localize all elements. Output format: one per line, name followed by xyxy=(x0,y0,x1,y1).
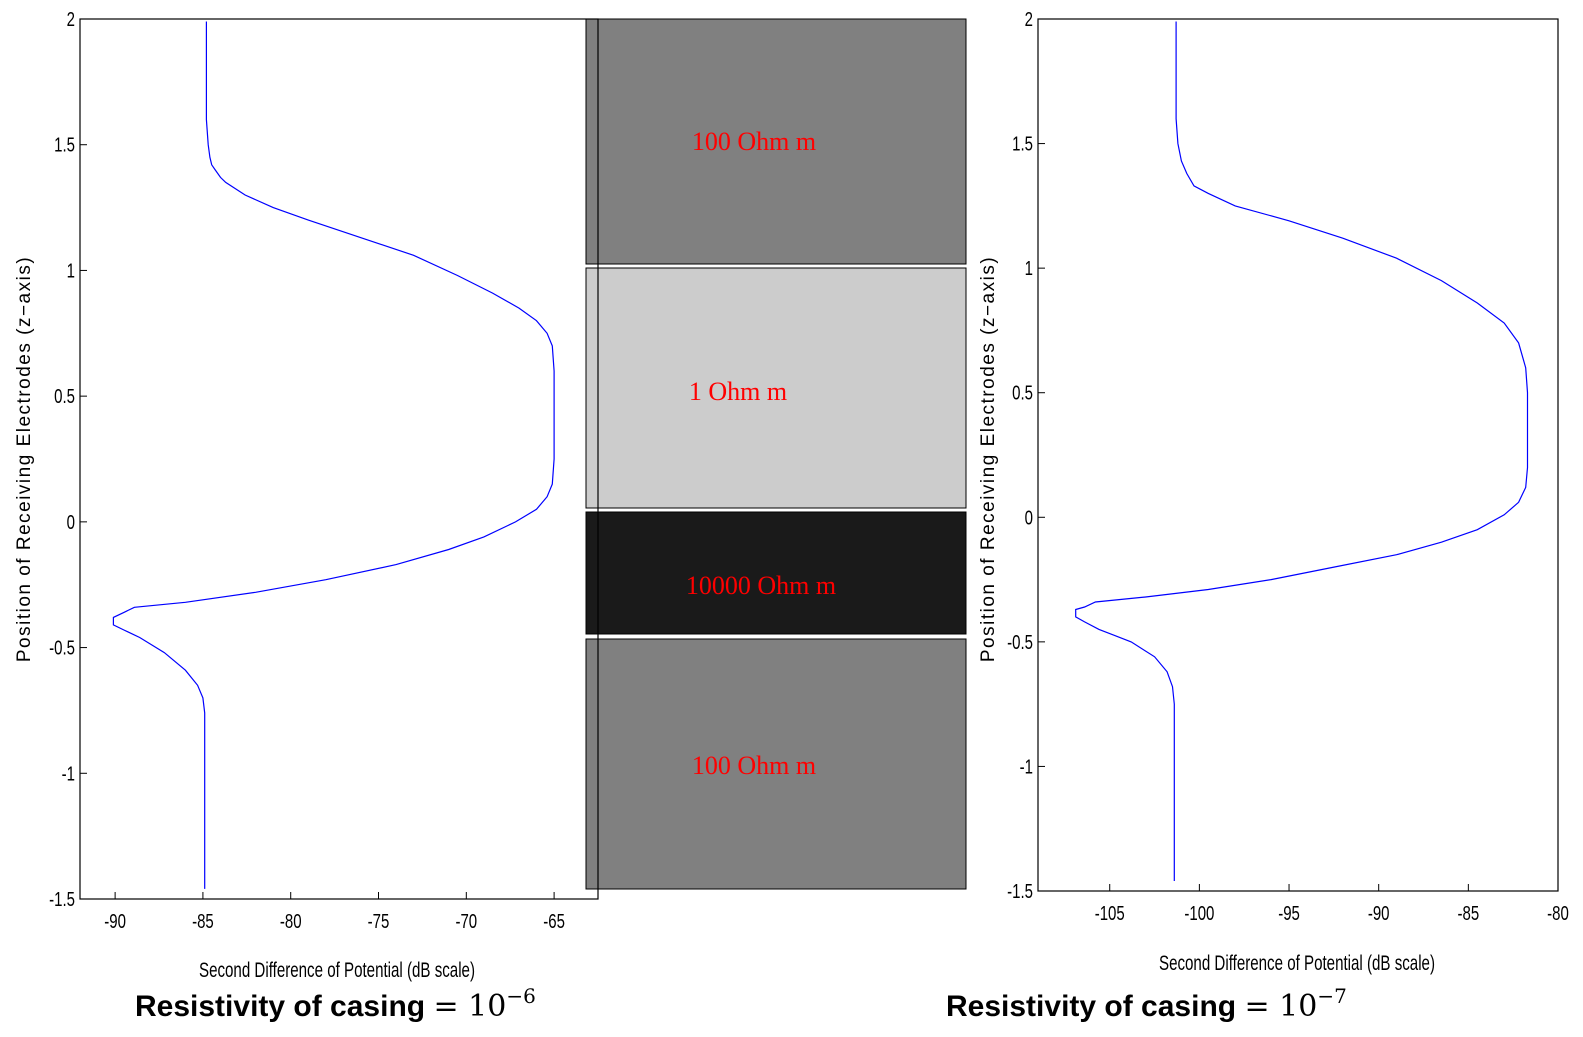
layer-label-top: 100 Ohm m xyxy=(692,127,816,156)
left-y-tick-label: -1.5 xyxy=(49,888,75,911)
left-caption-exponent: −6 xyxy=(506,984,536,1008)
right-x-tick-label: -90 xyxy=(1368,902,1390,925)
right-x-tick-label: -100 xyxy=(1184,902,1214,925)
right-x-tick-label: -105 xyxy=(1095,902,1125,925)
left-y-tick-label: 0.5 xyxy=(54,385,75,408)
right-x-tick-label: -95 xyxy=(1278,902,1300,925)
left-x-tick-label: -70 xyxy=(455,910,477,933)
layer-label-lower-middle: 10000 Ohm m xyxy=(686,571,836,600)
right-y-tick-label: -0.5 xyxy=(1007,631,1033,654)
left-caption: Resistivity of casing = 10−6 xyxy=(135,984,536,1024)
layer-label-upper-middle: 1 Ohm m xyxy=(689,377,787,406)
right-x-tick-label: -80 xyxy=(1547,902,1569,925)
left-y-tick-label: 0 xyxy=(67,511,75,534)
left-x-tick-label: -90 xyxy=(104,910,126,933)
right-data-line xyxy=(1075,21,1529,881)
right-y-tick-label: 0.5 xyxy=(1012,382,1033,405)
right-y-tick-label: 2 xyxy=(1025,8,1033,31)
right-ticks: -105 -100 -95 -90 -85 -80 2 1.5 1 0.5 0 -0.5 -1 -1.5 xyxy=(1007,8,1569,925)
resistivity-layer-column: 100 Ohm m 1 Ohm m 10000 Ohm m 100 Ohm m xyxy=(585,18,967,890)
right-caption-math: = 10 xyxy=(1244,989,1318,1024)
left-x-tick-label: -75 xyxy=(368,910,390,933)
left-caption-math: = 10 xyxy=(433,989,507,1024)
right-y-axis-label: Position of Receiving Electrodes (z−axis… xyxy=(978,256,999,662)
layer-block-top xyxy=(585,18,967,265)
right-plot-frame xyxy=(1037,18,1559,892)
right-y-tick-label: -1 xyxy=(1020,755,1033,778)
right-y-tick-label: 1.5 xyxy=(1012,132,1033,155)
right-y-tick-label: 1 xyxy=(1025,257,1033,280)
left-ticks: -90 -85 -80 -75 -70 -65 2 1.5 1 0.5 0 -0.5 -1 -1.5 xyxy=(49,8,565,933)
left-data-line xyxy=(112,21,555,889)
left-y-tick-label: -1 xyxy=(62,762,75,785)
left-y-axis-label: Position of Receiving Electrodes (z−axis… xyxy=(14,256,35,662)
right-y-tick-label: -1.5 xyxy=(1007,880,1033,903)
right-caption: Resistivity of casing = 10−7 xyxy=(946,984,1347,1024)
left-x-tick-label: -65 xyxy=(543,910,565,933)
left-y-tick-label: 1.5 xyxy=(54,134,75,157)
right-x-tick-label: -85 xyxy=(1458,902,1480,925)
right-y-tick-label: 0 xyxy=(1025,506,1033,529)
left-y-tick-label: -0.5 xyxy=(49,636,75,659)
right-caption-text: Resistivity of casing xyxy=(946,990,1237,1023)
left-chart: -90 -85 -80 -75 -70 -65 2 1.5 1 0.5 0 -0.5 -1 -1.5 Se… xyxy=(14,8,599,982)
left-x-axis-label: Second Difference of Potential (dB scale… xyxy=(199,957,475,981)
left-caption-text: Resistivity of casing xyxy=(135,990,426,1023)
layer-block-lower-middle xyxy=(585,511,967,635)
layer-block-bottom xyxy=(585,638,967,890)
layer-block-upper-middle xyxy=(585,267,967,509)
right-x-axis-label: Second Difference of Potential (dB scale… xyxy=(1159,950,1435,974)
left-x-tick-label: -85 xyxy=(192,910,214,933)
right-caption-exponent: −7 xyxy=(1317,984,1347,1008)
left-y-tick-label: 1 xyxy=(67,259,75,282)
right-chart: -105 -100 -95 -90 -85 -8021.510.50-0.5-1-1.5 … xyxy=(978,8,1569,975)
left-x-tick-label: -80 xyxy=(280,910,302,933)
layer-label-bottom: 100 Ohm m xyxy=(692,751,816,780)
left-y-tick-label: 2 xyxy=(67,8,75,31)
left-plot-frame xyxy=(79,18,599,900)
